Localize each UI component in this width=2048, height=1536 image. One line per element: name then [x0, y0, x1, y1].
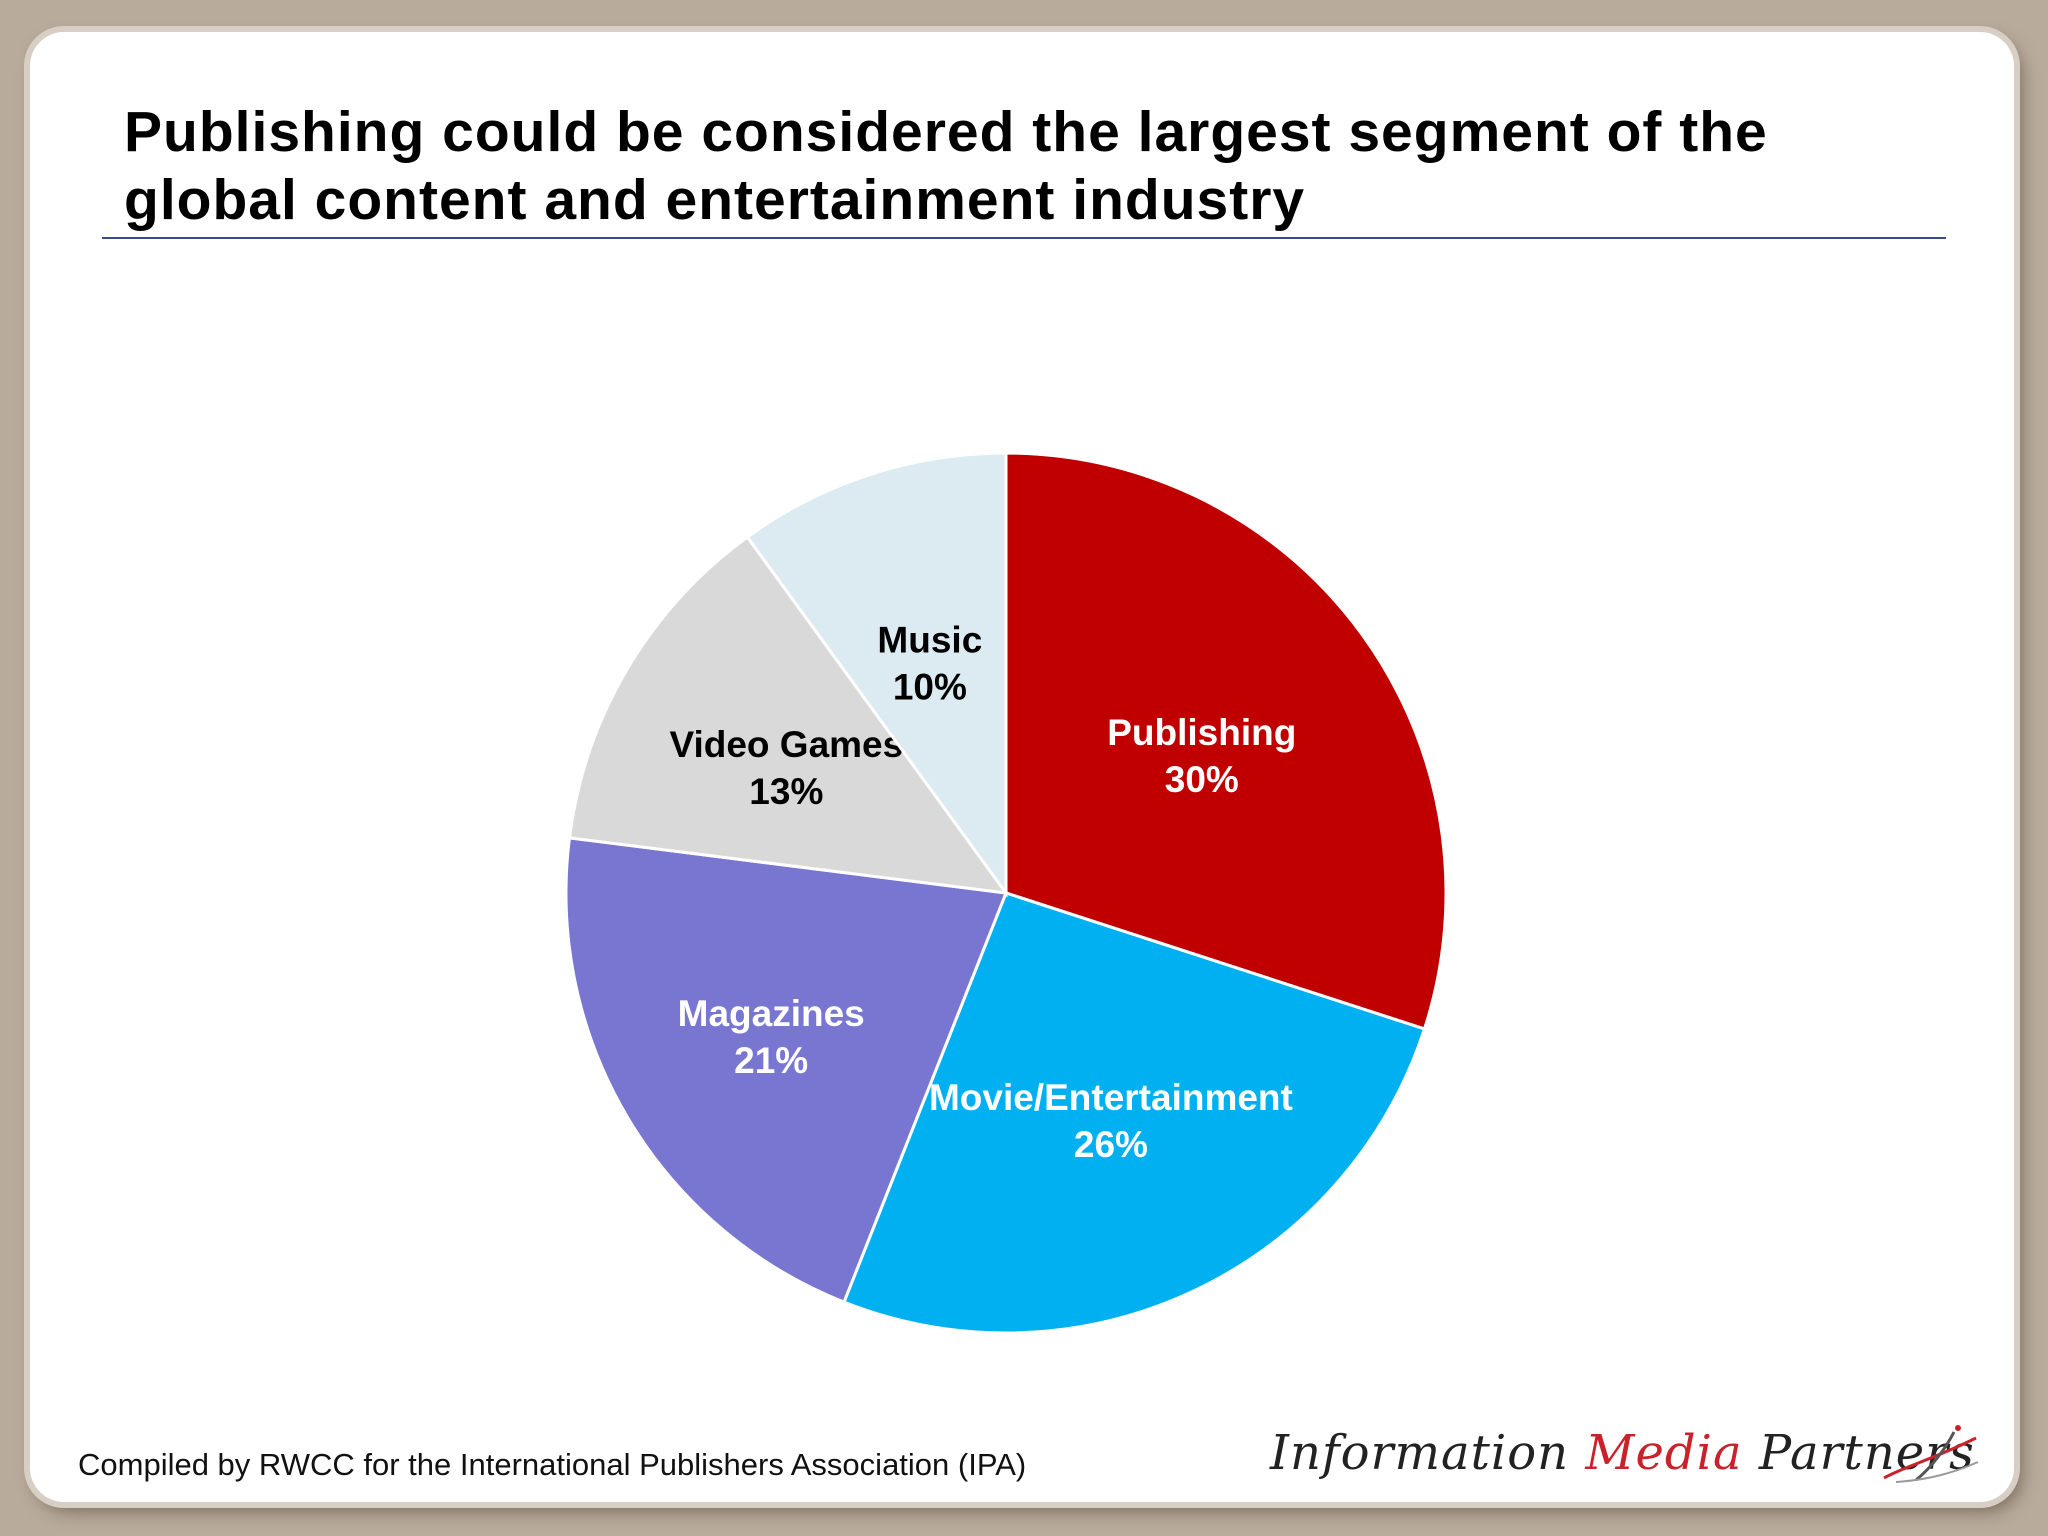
pie-slice-magazines	[564, 836, 1009, 1305]
pie-label-value: 26%	[1074, 1124, 1148, 1165]
pie-slice-publishing	[1004, 451, 1448, 1031]
pie-label-name: Magazines	[678, 993, 865, 1034]
pie-label-value: 21%	[734, 1040, 808, 1081]
company-logo: Information Media Partners	[1270, 1425, 1975, 1481]
logo-text-partners: Partners	[1742, 1425, 1975, 1481]
slide-title: Publishing could be considered the large…	[124, 100, 1768, 232]
pie-slice-movie-entertainment	[842, 891, 1427, 1335]
pie-label-music: Music 10%	[877, 620, 982, 708]
pie-label-value: 30%	[1165, 759, 1239, 800]
pie-label-name: Publishing	[1107, 712, 1296, 753]
pie-label-publishing: Publishing 30%	[1107, 712, 1296, 800]
pie-slice-music	[745, 451, 1008, 898]
logo-swoosh-icon	[1883, 1425, 1979, 1483]
title-underline	[102, 237, 1946, 239]
pie-label-value: 13%	[749, 771, 823, 812]
logo-text-media: Media	[1585, 1425, 1743, 1481]
pie-label-name: Movie/Entertainment	[929, 1077, 1293, 1118]
pie-label-value: 10%	[893, 667, 967, 708]
pie-label-magazines: Magazines 21%	[678, 993, 865, 1081]
pie-label-movie-entertainment: Movie/Entertainment 26%	[929, 1077, 1293, 1165]
pie-label-name: Video Games	[669, 724, 903, 765]
source-footnote: Compiled by RWCC for the International P…	[78, 1447, 1027, 1482]
logo-text-information: Information	[1270, 1425, 1586, 1481]
pie-slice-video-games	[567, 534, 1010, 895]
pie-label-name: Music	[877, 620, 982, 661]
pie-label-video-games: Video Games 13%	[669, 724, 903, 812]
